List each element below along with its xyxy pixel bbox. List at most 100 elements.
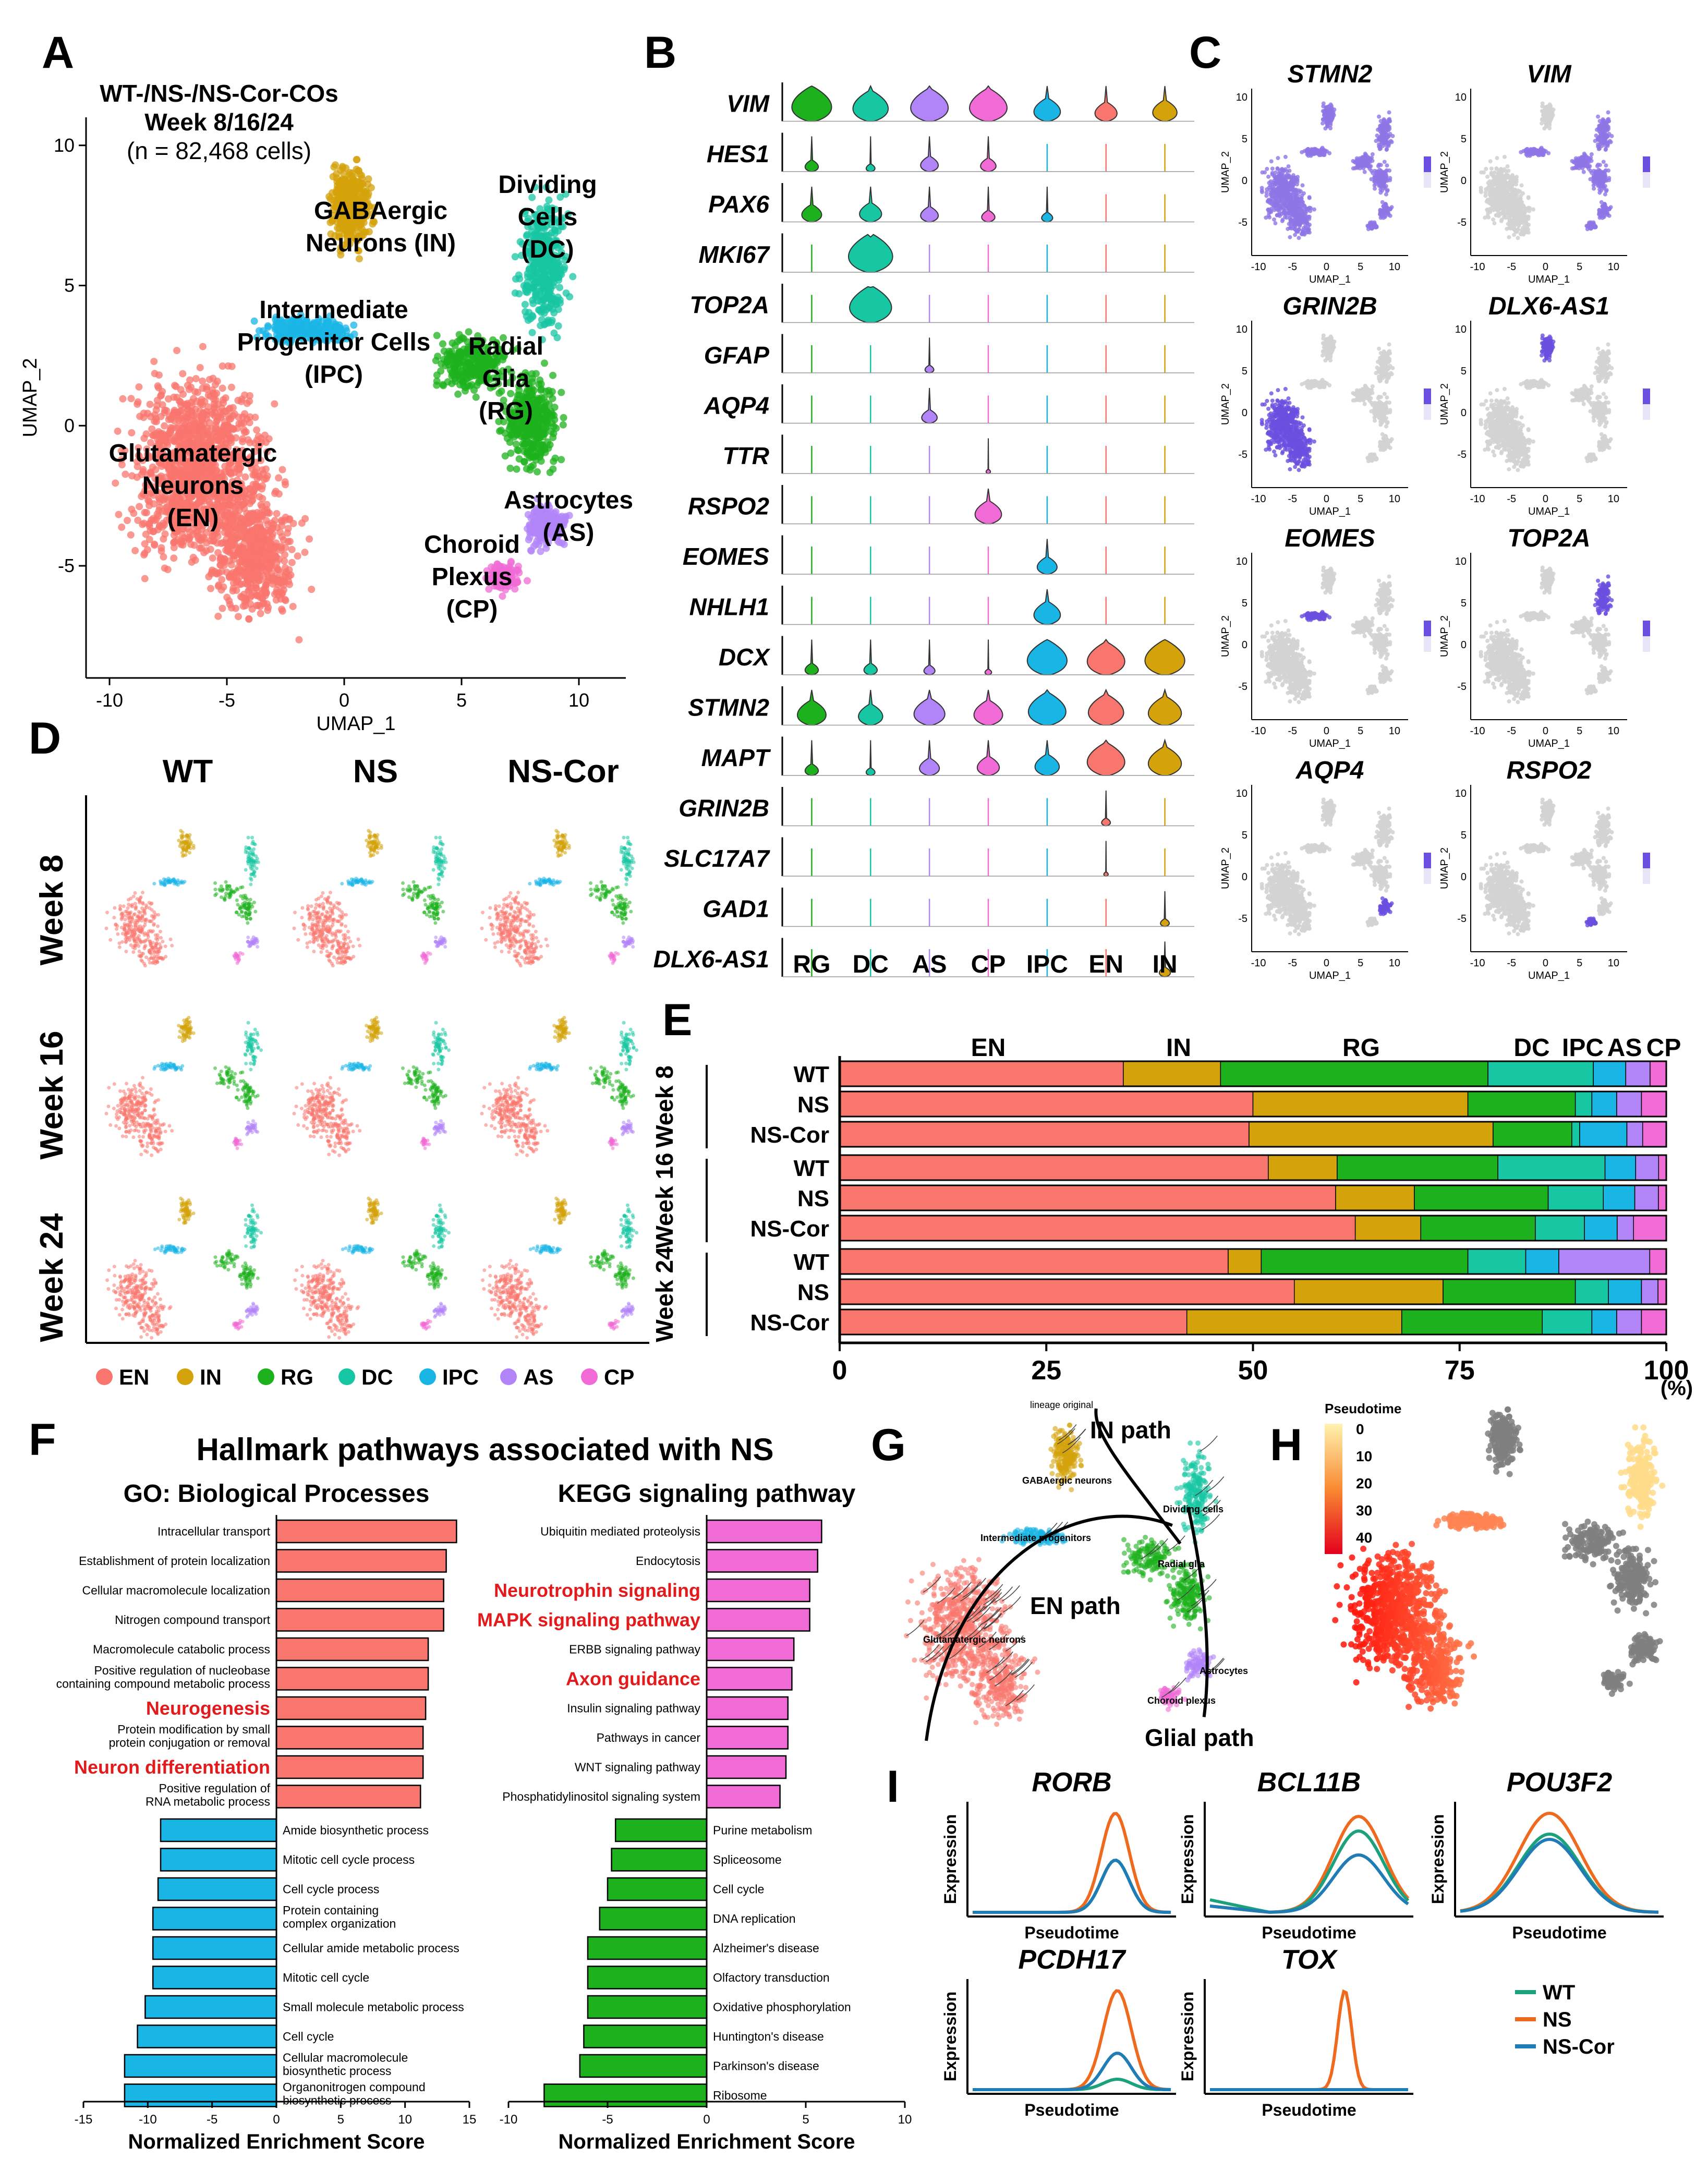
umap-point bbox=[535, 422, 542, 430]
umap-point bbox=[365, 175, 372, 183]
umap-point bbox=[280, 536, 287, 544]
umap-point bbox=[192, 375, 200, 383]
violin bbox=[852, 84, 889, 122]
umap-point bbox=[170, 554, 178, 562]
umap-point bbox=[248, 528, 256, 536]
umap-point bbox=[275, 490, 283, 498]
umap-point bbox=[229, 518, 237, 526]
umap-point bbox=[255, 432, 262, 440]
umap-point bbox=[155, 371, 163, 379]
feature-point bbox=[1377, 114, 1382, 119]
umap-point bbox=[433, 332, 441, 339]
feature-point bbox=[1328, 126, 1333, 130]
umap-point bbox=[207, 585, 215, 592]
feature-point bbox=[1379, 126, 1384, 131]
umap-point bbox=[244, 587, 252, 595]
umap-point bbox=[177, 539, 185, 547]
feature-point bbox=[1384, 123, 1388, 128]
umap-point bbox=[470, 386, 478, 394]
umap-point bbox=[541, 359, 549, 367]
umap-point bbox=[519, 440, 527, 447]
umap-point bbox=[224, 421, 232, 429]
umap-point bbox=[455, 331, 463, 338]
feature-point bbox=[1370, 152, 1375, 156]
y-tick-label: -5 bbox=[58, 555, 75, 576]
violin bbox=[858, 689, 883, 726]
feature-plot-points bbox=[1259, 101, 1395, 240]
umap-point bbox=[330, 163, 338, 171]
feature-point bbox=[1326, 104, 1330, 109]
umap-points bbox=[112, 155, 577, 644]
violin bbox=[796, 689, 827, 726]
umap-point bbox=[245, 537, 253, 545]
umap-point bbox=[197, 413, 205, 420]
feature-point bbox=[1388, 119, 1392, 124]
celltype-label: AS bbox=[912, 951, 947, 978]
feature-point bbox=[1378, 119, 1383, 124]
umap-point bbox=[569, 273, 577, 281]
umap-point bbox=[114, 427, 122, 435]
umap-point bbox=[537, 386, 545, 394]
feature-point bbox=[1294, 192, 1299, 197]
umap-point bbox=[550, 329, 558, 337]
feature-point bbox=[1282, 168, 1287, 173]
violin bbox=[1036, 539, 1058, 575]
violin bbox=[920, 186, 939, 223]
umap-point bbox=[214, 612, 222, 620]
feature-point bbox=[1272, 217, 1277, 222]
umap-point bbox=[259, 495, 267, 503]
umap-point bbox=[202, 547, 210, 555]
umap-point bbox=[186, 534, 193, 542]
umap-point bbox=[209, 410, 216, 418]
feature-point bbox=[1332, 107, 1337, 112]
umap-point bbox=[288, 559, 296, 566]
umap-point bbox=[173, 347, 181, 355]
umap-point bbox=[177, 386, 185, 394]
gene-label: STMN2 bbox=[688, 694, 769, 721]
feature-point bbox=[1306, 207, 1311, 211]
gene-label: MAPT bbox=[701, 744, 771, 771]
umap-point bbox=[151, 417, 159, 425]
umap-point bbox=[239, 413, 247, 421]
gene-label: SLC17A7 bbox=[664, 845, 770, 872]
violin bbox=[1101, 790, 1111, 827]
violin bbox=[913, 689, 946, 726]
umap-point bbox=[219, 604, 226, 612]
violin bbox=[920, 136, 939, 172]
umap-point bbox=[550, 278, 558, 286]
feature-point bbox=[1312, 207, 1316, 212]
violin bbox=[910, 85, 949, 122]
umap-point bbox=[281, 564, 289, 572]
x-tick-label: 0 bbox=[339, 689, 349, 711]
umap-point bbox=[153, 510, 161, 518]
umap-point bbox=[280, 586, 287, 594]
cluster-label: (AS) bbox=[543, 519, 595, 547]
feature-point bbox=[1307, 195, 1312, 200]
umap-point bbox=[554, 322, 562, 330]
celltype-label: DC bbox=[853, 951, 889, 978]
umap-point bbox=[514, 447, 522, 455]
violin bbox=[865, 740, 876, 776]
umap-point bbox=[149, 431, 157, 439]
umap-point bbox=[295, 636, 303, 644]
gene-label: RSPO2 bbox=[688, 493, 769, 520]
umap-point bbox=[549, 371, 557, 379]
umap-point bbox=[549, 465, 557, 473]
umap-point bbox=[128, 429, 136, 436]
umap-point bbox=[207, 570, 215, 578]
umap-point bbox=[225, 501, 233, 508]
umap-point bbox=[184, 381, 191, 389]
cluster-label: Neurons (IN) bbox=[306, 229, 456, 257]
umap-point bbox=[241, 602, 249, 610]
umap-point bbox=[454, 390, 462, 398]
gene-label: EOMES bbox=[683, 543, 769, 570]
umap-point bbox=[306, 535, 313, 543]
feature-point bbox=[1279, 183, 1283, 188]
umap-point bbox=[173, 394, 181, 402]
feature-point bbox=[1265, 187, 1269, 192]
umap-point bbox=[238, 593, 246, 601]
feature-point bbox=[1274, 201, 1279, 206]
feature-point bbox=[1300, 183, 1305, 188]
feature-point bbox=[1259, 190, 1264, 195]
feature-point bbox=[1388, 131, 1392, 136]
